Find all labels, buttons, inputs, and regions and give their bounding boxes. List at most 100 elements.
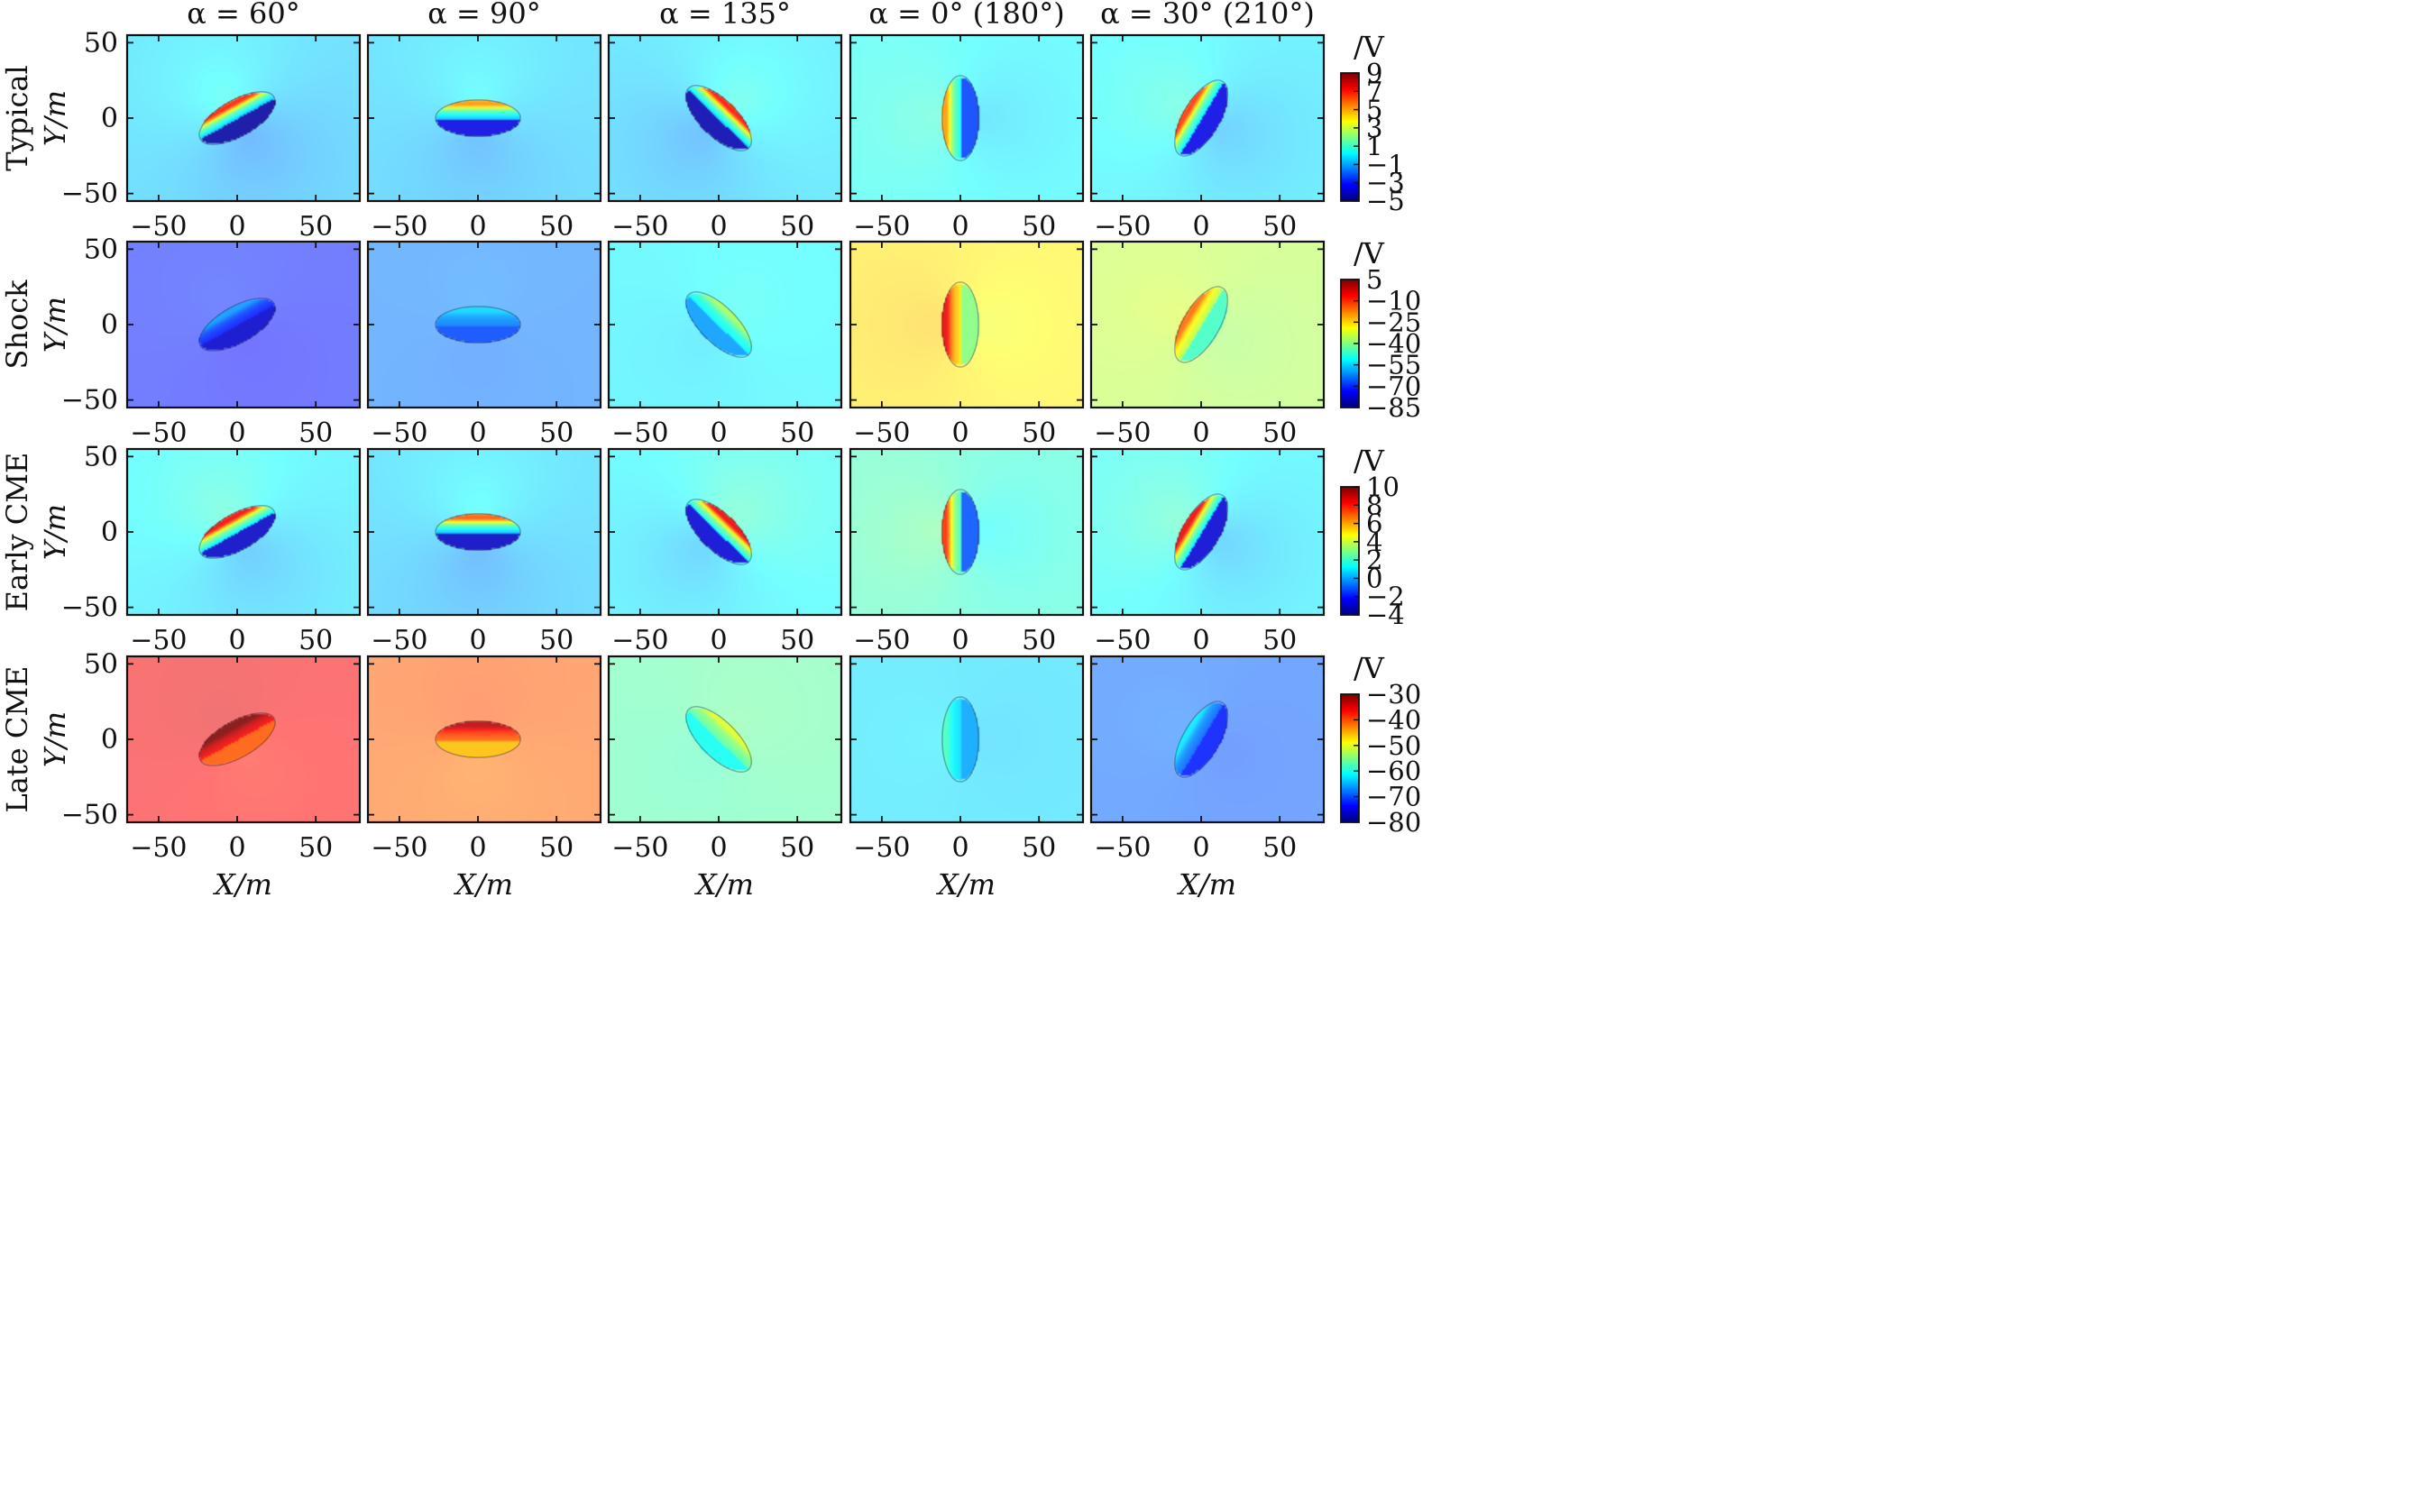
field-image: [609, 35, 841, 201]
colorbar-tick-label: 9: [1366, 58, 1382, 88]
x-tick-label: 0: [710, 832, 727, 864]
x-tick-label: −50: [130, 211, 187, 243]
heatmap-panel: −50 0 50: [849, 240, 1085, 449]
colorbar: /V5−10−25−40−55−70−85: [1340, 236, 1421, 423]
y-tick-label: 0: [101, 309, 118, 341]
colorbar-tick-label: −10: [1366, 286, 1421, 316]
body-outline: [435, 99, 521, 137]
y-axis-label: Y/m: [38, 504, 72, 560]
heatmap-panel: −50 0 50: [849, 33, 1085, 243]
colorbar-unit: /V: [1354, 444, 1385, 478]
body-outline: [685, 706, 752, 773]
x-tick-label: −50: [371, 832, 427, 864]
y-tick-label: 0: [101, 517, 118, 548]
x-tick-label: 50: [1022, 832, 1056, 864]
x-tick-label: −50: [853, 832, 910, 864]
x-tick-label: 50: [298, 625, 333, 656]
x-tick-label: −50: [130, 417, 187, 449]
heatmap-panel: −50 0 50 −50 0 50: [61, 234, 362, 449]
heatmap-panel: −50 0 50: [1089, 655, 1326, 864]
field-image: [368, 656, 601, 822]
field-image: [127, 656, 360, 822]
x-axis-label: X/m: [453, 867, 513, 902]
column-title: α = 30° (210°): [1100, 0, 1315, 31]
x-tick-label: 0: [951, 625, 968, 656]
body-outline: [685, 291, 752, 358]
heatmap-panel: −50 0 50: [607, 240, 843, 449]
x-tick-label: −50: [611, 417, 668, 449]
column-title: α = 135°: [659, 0, 791, 31]
colorbar: /V−30−40−50−60−70−80: [1340, 651, 1421, 838]
field-image: [850, 449, 1083, 615]
y-tick-label: −50: [61, 800, 118, 831]
field-image: [1091, 242, 1324, 408]
row-label: Early CME: [0, 453, 34, 612]
x-tick-label: −50: [371, 625, 427, 656]
colorbar-tick-label: −60: [1366, 756, 1421, 786]
body-outline: [198, 504, 276, 560]
body-outline: [435, 720, 521, 758]
heatmap-panel: −50 0 50: [1089, 447, 1326, 656]
heatmap-panel: −50 0 50: [366, 447, 602, 656]
x-tick-label: 50: [1022, 417, 1056, 449]
x-tick-label: 50: [539, 625, 574, 656]
x-tick-label: 0: [469, 832, 486, 864]
colorbar-tick-label: −5: [1366, 186, 1405, 216]
heatmap-panel: −50 0 50 −50 0 50: [61, 441, 362, 656]
x-tick-label: −50: [611, 625, 668, 656]
y-tick-label: −50: [61, 179, 118, 210]
x-tick-label: 50: [539, 211, 574, 243]
x-tick-label: 50: [780, 211, 814, 243]
x-tick-label: −50: [853, 625, 910, 656]
x-tick-label: −50: [853, 417, 910, 449]
colorbar-frame: [1340, 72, 1360, 202]
body-outline: [198, 297, 276, 353]
y-axis-label: Y/m: [38, 90, 72, 146]
colorbar-tick-label: −80: [1366, 807, 1421, 838]
heatmap-panel: −50 0 50: [607, 33, 843, 243]
y-axis-label: Y/m: [38, 297, 72, 353]
colorbar-tick-label: 0: [1366, 563, 1382, 593]
heatmap-panel: −50 0 50: [366, 33, 602, 243]
x-tick-label: 0: [710, 417, 727, 449]
x-tick-label: 50: [298, 832, 333, 864]
x-tick-label: 50: [780, 625, 814, 656]
body-outline: [1174, 286, 1229, 363]
colorbar-tick-label: 7: [1366, 76, 1382, 106]
x-tick-label: 0: [469, 211, 486, 243]
x-tick-label: 0: [951, 417, 968, 449]
heatmap-panel: −50 0 50: [849, 447, 1085, 656]
heatmap-panel: −50 0 50: [607, 447, 843, 656]
heatmap-panel: −50 0 50: [1089, 240, 1326, 449]
field-image: [368, 242, 601, 408]
colorbar-tick-label: −1: [1366, 149, 1405, 179]
field-image: [127, 35, 360, 201]
body-outline: [941, 696, 979, 783]
field-image: [368, 35, 601, 201]
x-tick-label: −50: [130, 625, 187, 656]
x-axis-label: X/m: [693, 867, 754, 902]
x-tick-label: 0: [228, 417, 245, 449]
row-label: Shock: [0, 279, 34, 370]
heatmap-panel: −50 0 50: [366, 240, 602, 449]
y-tick-label: 0: [101, 103, 118, 134]
colorbar-tick-label: 3: [1366, 113, 1382, 143]
x-tick-label: 0: [1192, 625, 1209, 656]
field-image: [850, 656, 1083, 822]
colorbar-tick-label: −4: [1366, 600, 1405, 630]
x-tick-label: −50: [371, 211, 427, 243]
column-title: α = 90°: [427, 0, 540, 31]
colorbar-tick-label: 8: [1366, 490, 1382, 520]
x-tick-label: 50: [1262, 625, 1297, 656]
x-tick-label: 50: [1022, 625, 1056, 656]
colorbar-tick-label: 1: [1366, 131, 1382, 161]
colorbar-unit: /V: [1354, 236, 1385, 270]
colorbar-tick-label: 5: [1366, 264, 1382, 295]
panel-grid: −50 0 50 −50 0 50 −50 0 50 −50 0 50 −50 0 50 −50 0 50 −50 0…: [61, 27, 1326, 864]
x-tick-label: 0: [1192, 832, 1209, 864]
colorbar-frame: [1340, 693, 1360, 823]
y-axis-label: Y/m: [38, 711, 72, 767]
x-tick-label: 50: [298, 417, 333, 449]
